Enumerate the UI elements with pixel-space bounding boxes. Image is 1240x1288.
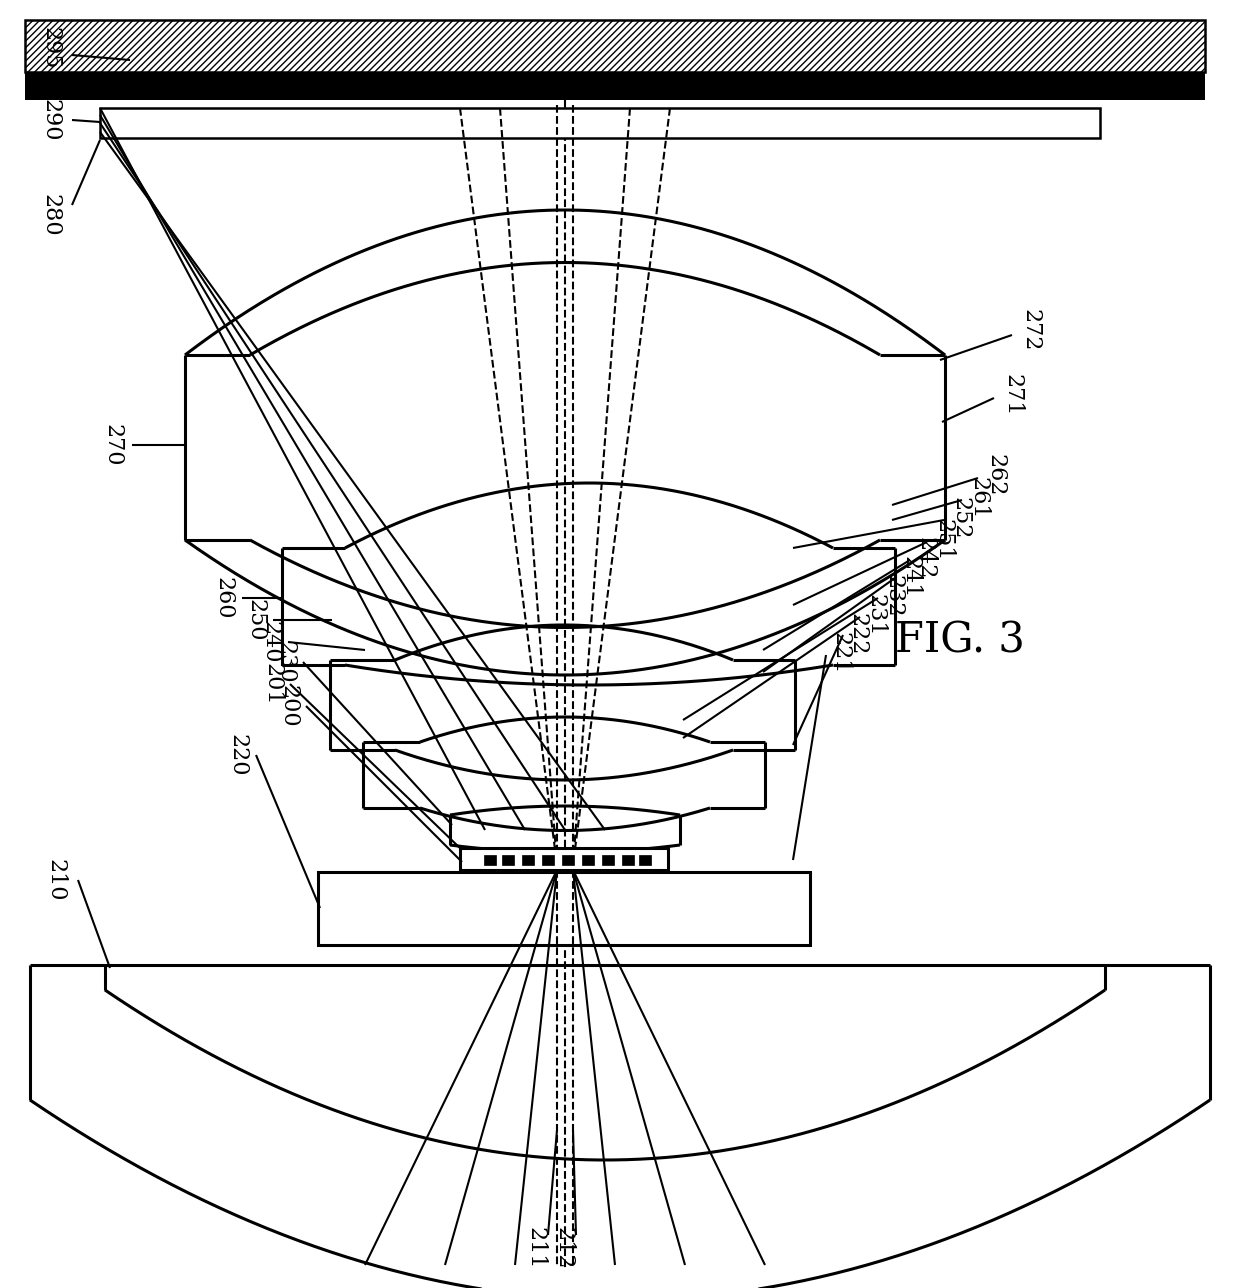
- Bar: [25, 72, 1205, 100]
- Text: 241: 241: [899, 556, 921, 598]
- Bar: [317, 872, 810, 945]
- Text: 210: 210: [43, 859, 66, 902]
- Bar: [622, 855, 634, 866]
- Bar: [639, 855, 651, 866]
- Text: 290: 290: [38, 99, 61, 142]
- Bar: [562, 855, 574, 866]
- Bar: [522, 855, 534, 866]
- Text: 232: 232: [882, 574, 904, 617]
- Bar: [484, 855, 496, 866]
- Text: 231: 231: [864, 594, 887, 636]
- Text: 200: 200: [277, 685, 299, 728]
- Text: FIG. 3: FIG. 3: [895, 620, 1025, 661]
- Text: 242: 242: [914, 537, 936, 580]
- Bar: [582, 855, 594, 866]
- Text: 251: 251: [932, 519, 954, 562]
- Text: 252: 252: [949, 497, 971, 540]
- Text: 280: 280: [38, 193, 61, 236]
- Text: 260: 260: [212, 577, 234, 620]
- Bar: [460, 848, 668, 869]
- Text: 230: 230: [274, 640, 296, 684]
- Text: 220: 220: [226, 734, 248, 777]
- Text: 262: 262: [985, 453, 1006, 496]
- Text: 221: 221: [830, 632, 851, 674]
- Bar: [601, 855, 614, 866]
- Text: 295: 295: [38, 27, 61, 70]
- Text: 250: 250: [244, 599, 267, 641]
- Text: 211: 211: [525, 1226, 546, 1269]
- Text: 270: 270: [100, 424, 123, 466]
- Bar: [25, 21, 1205, 72]
- Text: 261: 261: [967, 477, 990, 519]
- Bar: [100, 108, 1100, 138]
- Text: 240: 240: [259, 621, 281, 663]
- Text: 272: 272: [1019, 309, 1042, 352]
- Text: 222: 222: [846, 613, 868, 656]
- Bar: [502, 855, 515, 866]
- Text: 201: 201: [260, 663, 283, 706]
- Text: 271: 271: [1001, 374, 1023, 416]
- Text: 212: 212: [552, 1226, 574, 1269]
- Bar: [542, 855, 554, 866]
